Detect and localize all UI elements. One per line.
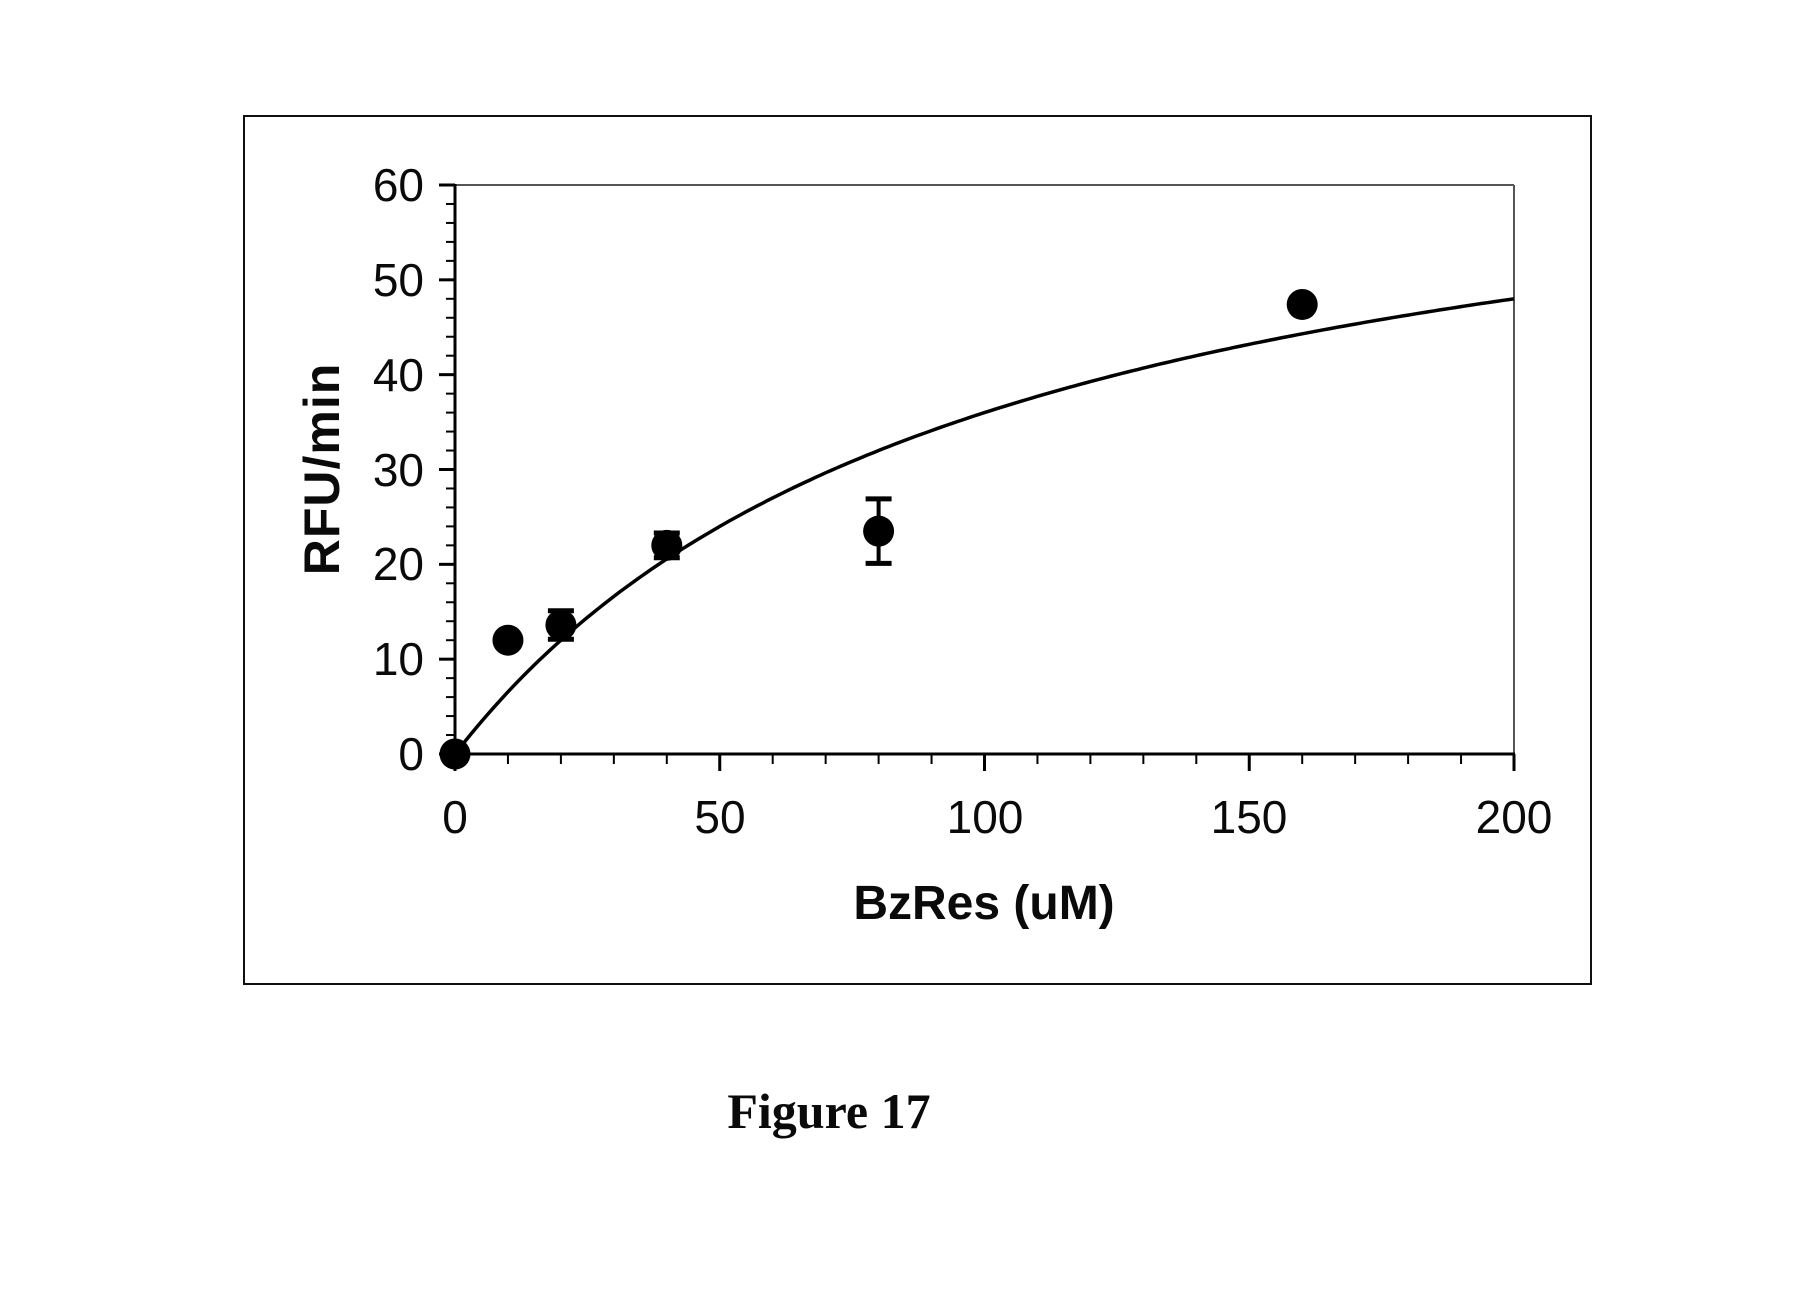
data-point — [439, 738, 471, 770]
x-tick-label: 50 — [694, 791, 746, 843]
figure-caption: Figure 17 — [727, 1083, 931, 1139]
data-point — [651, 529, 683, 561]
data-point — [863, 515, 895, 547]
y-axis-title: RFU/min — [294, 362, 350, 576]
x-tick-label: 150 — [1210, 791, 1288, 843]
y-tick-label: 50 — [372, 254, 424, 306]
y-tick-label: 20 — [372, 538, 424, 590]
x-tick-label: 0 — [442, 791, 468, 843]
y-tick-label: 10 — [372, 633, 424, 685]
fit-curve — [453, 297, 1515, 756]
y-tick-label: 0 — [398, 728, 424, 780]
x-tick-label: 100 — [946, 791, 1024, 843]
data-point — [545, 609, 577, 641]
y-tick-label: 30 — [372, 444, 424, 496]
y-tick-label: 40 — [372, 349, 424, 401]
figure-frame — [243, 115, 1592, 985]
x-axis-title: BzRes (uM) — [853, 877, 1115, 930]
y-tick-label: 60 — [372, 159, 424, 211]
data-point — [1286, 288, 1318, 320]
data-point — [492, 624, 524, 656]
x-tick-label: 200 — [1475, 791, 1553, 843]
